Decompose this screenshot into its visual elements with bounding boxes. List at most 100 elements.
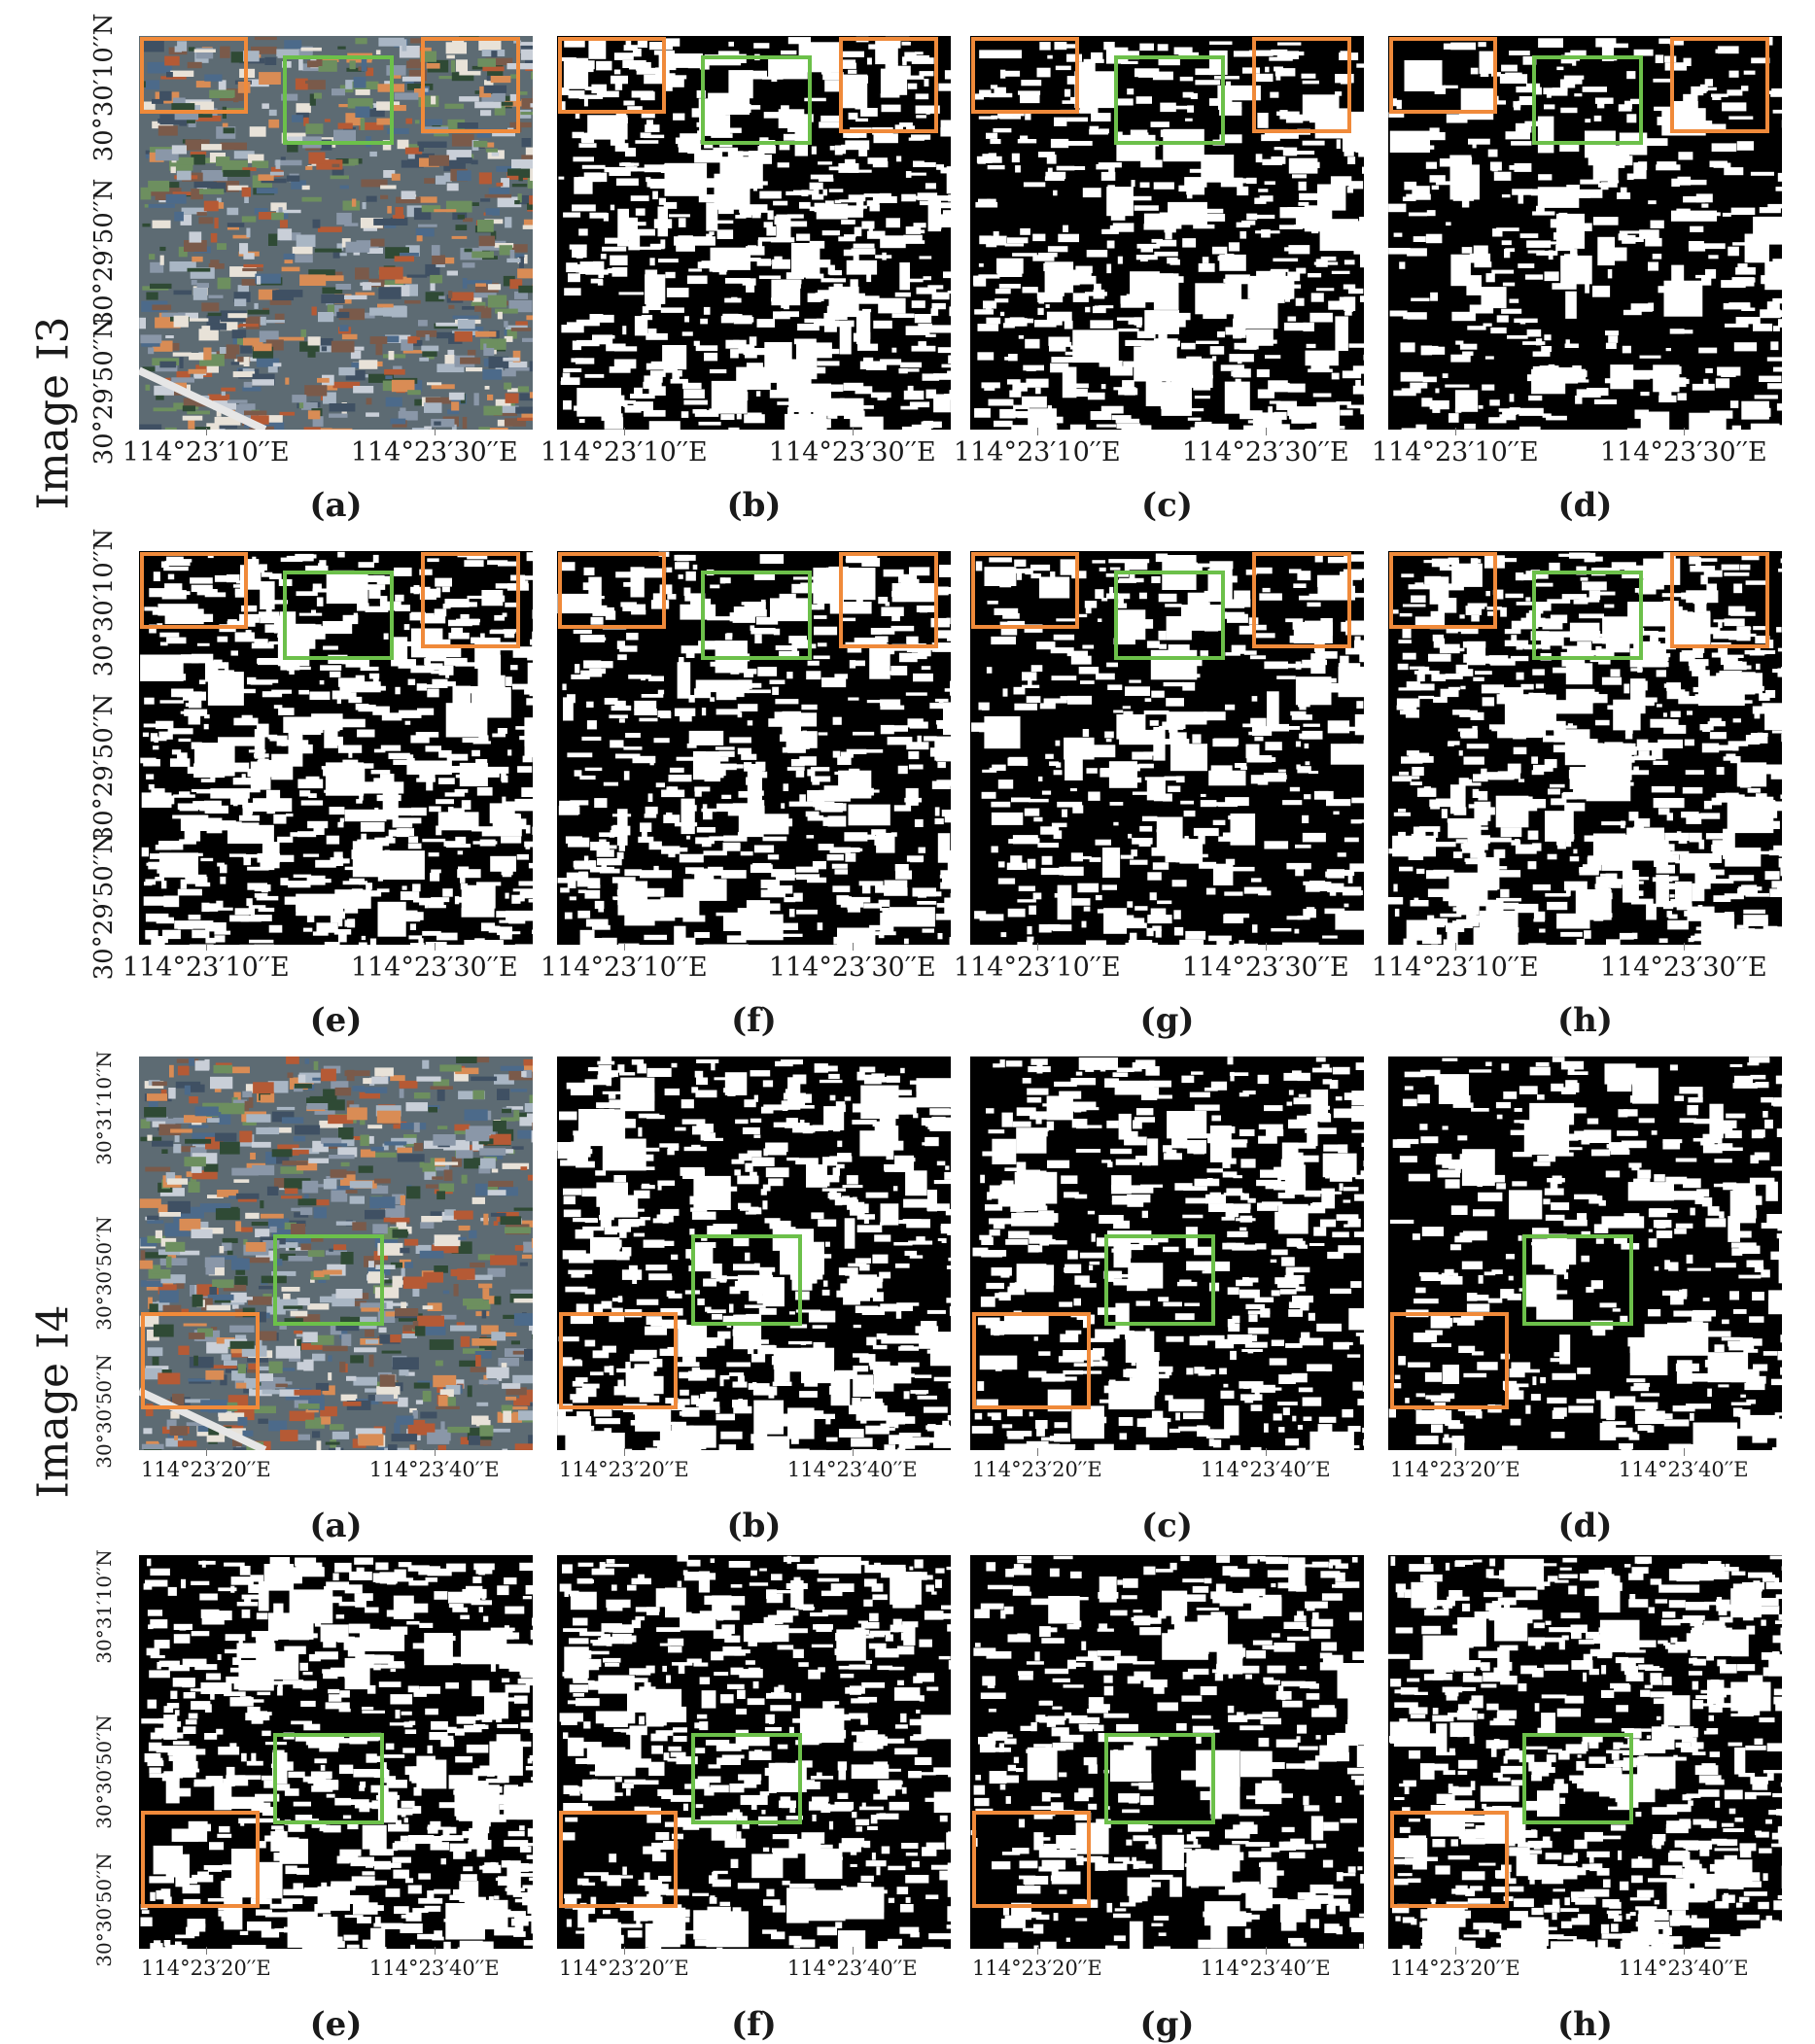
longitude-label: 114°23′30′′E	[351, 953, 518, 983]
panel-caption: (f)	[731, 2005, 777, 2044]
panel-image-i3-e	[139, 551, 533, 945]
latitude-label: 30°31′10′′N	[92, 1051, 116, 1164]
longitude-label: 114°23′40′′E	[1201, 1458, 1331, 1481]
longitude-label: 114°23′30′′E	[769, 437, 936, 468]
axis-tick	[1266, 943, 1267, 951]
panel-image-i3-c	[970, 36, 1364, 430]
latitude-label: 30°30′50′′N	[92, 1853, 116, 1966]
axis-tick	[435, 1448, 436, 1456]
panel-caption: (a)	[309, 1507, 362, 1545]
longitude-label: 114°23′20′′E	[972, 1458, 1102, 1481]
longitude-label: 114°23′40′′E	[787, 1957, 918, 1980]
panel-image-i3-a	[139, 36, 533, 430]
panel-caption: (e)	[310, 2005, 363, 2044]
axis-tick	[1455, 428, 1456, 435]
longitude-label: 114°23′20′′E	[972, 1957, 1102, 1980]
longitude-label: 114°23′10′′E	[1372, 953, 1539, 983]
axis-tick	[624, 1947, 625, 1955]
panel-caption: (b)	[727, 1507, 782, 1545]
longitude-label: 114°23′10′′E	[954, 437, 1121, 468]
axis-tick	[853, 428, 854, 435]
longitude-label: 114°23′30′′E	[351, 437, 518, 468]
longitude-label: 114°23′20′′E	[1390, 1458, 1520, 1481]
longitude-label: 114°23′40′′E	[787, 1458, 918, 1481]
axis-tick	[1684, 1947, 1685, 1955]
axis-tick	[206, 943, 207, 951]
longitude-label: 114°23′30′′E	[769, 953, 936, 983]
panel-caption: (f)	[731, 1001, 777, 1040]
longitude-label: 114°23′30′′E	[1182, 437, 1349, 468]
latitude-label: 30°29′50′′N	[89, 316, 119, 465]
longitude-label: 114°23′10′′E	[122, 437, 290, 468]
longitude-label: 114°23′10′′E	[122, 953, 290, 983]
panel-image-i4-h	[1388, 1555, 1782, 1949]
axis-tick	[206, 1448, 207, 1456]
panel-image-i4-f	[557, 1555, 951, 1949]
axis-tick	[1455, 1947, 1456, 1955]
panel-image-i3-b	[557, 36, 951, 430]
axis-tick	[853, 943, 854, 951]
group-label-i3: Image I3	[29, 317, 79, 510]
panel-caption: (c)	[1141, 1507, 1193, 1545]
panel-caption: (d)	[1558, 1507, 1613, 1545]
axis-tick	[1684, 943, 1685, 951]
longitude-label: 114°23′30′′E	[1182, 953, 1349, 983]
panel-image-i4-g	[970, 1555, 1364, 1949]
panel-caption: (d)	[1558, 486, 1613, 525]
axis-tick	[435, 943, 436, 951]
axis-tick	[1037, 943, 1038, 951]
panel-caption: (c)	[1141, 486, 1193, 525]
axis-tick	[1037, 1448, 1038, 1456]
longitude-label: 114°23′40′′E	[1619, 1458, 1749, 1481]
axis-tick	[853, 1448, 854, 1456]
axis-tick	[1037, 1947, 1038, 1955]
panel-image-i4-c	[970, 1057, 1364, 1450]
panel-caption: (g)	[1140, 1001, 1195, 1040]
latitude-label: 30°31′10′′N	[92, 1549, 116, 1663]
longitude-label: 114°23′10′′E	[541, 437, 708, 468]
panel-caption: (a)	[309, 486, 362, 525]
longitude-label: 114°23′40′′E	[369, 1957, 500, 1980]
longitude-label: 114°23′10′′E	[1372, 437, 1539, 468]
panel-image-i3-d	[1388, 36, 1782, 430]
panel-image-i4-e	[139, 1555, 533, 1949]
axis-tick	[1266, 428, 1267, 435]
axis-tick	[435, 1947, 436, 1955]
latitude-label: 30°30′50′′N	[92, 1354, 116, 1468]
longitude-label: 114°23′40′′E	[1201, 1957, 1331, 1980]
axis-tick	[1037, 428, 1038, 435]
axis-tick	[1684, 428, 1685, 435]
panel-image-i3-h	[1388, 551, 1782, 945]
axis-tick	[624, 943, 625, 951]
axis-tick	[853, 1947, 854, 1955]
panel-caption: (h)	[1557, 2005, 1613, 2044]
longitude-label: 114°23′10′′E	[541, 953, 708, 983]
panel-caption: (g)	[1140, 2005, 1195, 2044]
panel-image-i4-a	[139, 1057, 533, 1450]
axis-tick	[1266, 1448, 1267, 1456]
panel-image-i3-f	[557, 551, 951, 945]
latitude-label: 30°30′50′′N	[92, 1216, 116, 1330]
panel-image-i3-g	[970, 551, 1364, 945]
latitude-label: 30°29′50′′N	[89, 831, 119, 980]
longitude-label: 114°23′20′′E	[559, 1458, 689, 1481]
axis-tick	[1455, 1448, 1456, 1456]
latitude-label: 30°30′50′′N	[92, 1715, 116, 1828]
panel-image-i4-d	[1388, 1057, 1782, 1450]
longitude-label: 114°23′10′′E	[954, 953, 1121, 983]
longitude-label: 114°23′20′′E	[141, 1458, 271, 1481]
longitude-label: 114°23′40′′E	[369, 1458, 500, 1481]
panel-image-i4-b	[557, 1057, 951, 1450]
longitude-label: 114°23′30′′E	[1600, 953, 1767, 983]
latitude-label: 30°30′10′′N	[89, 13, 119, 161]
longitude-label: 114°23′20′′E	[141, 1957, 271, 1980]
axis-tick	[1455, 943, 1456, 951]
axis-tick	[435, 428, 436, 435]
latitude-label: 30°29′50′′N	[89, 178, 119, 327]
longitude-label: 114°23′20′′E	[559, 1957, 689, 1980]
axis-tick	[1266, 1947, 1267, 1955]
latitude-label: 30°29′50′′N	[89, 693, 119, 842]
axis-tick	[206, 1947, 207, 1955]
latitude-label: 30°30′10′′N	[89, 528, 119, 676]
group-label-i4: Image I4	[29, 1305, 79, 1499]
